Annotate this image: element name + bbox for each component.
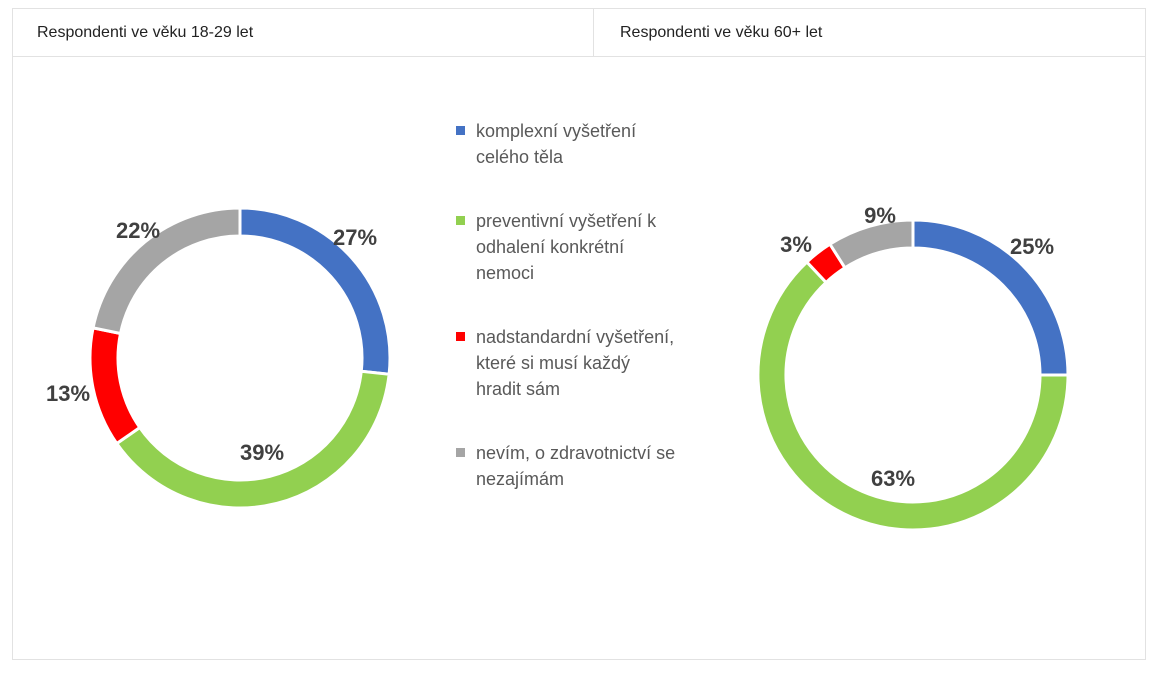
legend-swatch bbox=[456, 216, 465, 225]
legend-item: nevím, o zdravotnictví se nezajímám bbox=[456, 440, 676, 492]
data-label: 9% bbox=[864, 203, 896, 228]
data-label: 22% bbox=[116, 218, 160, 243]
donut-slice bbox=[88, 326, 142, 446]
legend-item: komplexní vyšetření celého těla bbox=[456, 118, 676, 170]
legend-swatch bbox=[456, 126, 465, 135]
donut-slice bbox=[827, 218, 915, 270]
legend-label: preventivní vyšetření k odhalení konkrét… bbox=[476, 211, 657, 283]
legend: komplexní vyšetření celého těla preventi… bbox=[456, 118, 676, 530]
data-label: 63% bbox=[871, 466, 915, 491]
legend-swatch bbox=[456, 448, 465, 457]
legend-label: nevím, o zdravotnictví se nezajímám bbox=[476, 443, 676, 489]
data-label: 3% bbox=[780, 232, 812, 257]
data-label: 25% bbox=[1010, 234, 1054, 259]
donut-slice bbox=[91, 206, 242, 336]
legend-item: nadstandardní vyšetření, které si musí k… bbox=[456, 324, 676, 402]
legend-swatch bbox=[456, 332, 465, 341]
chart-title-young: Respondenti ve věku 18-29 let bbox=[13, 9, 594, 57]
legend-item: preventivní vyšetření k odhalení konkrét… bbox=[456, 208, 676, 286]
chart-panel: Respondenti ve věku 18-29 let Respondent… bbox=[12, 8, 1146, 660]
data-label: 27% bbox=[333, 225, 377, 250]
chart-title-old: Respondenti ve věku 60+ let bbox=[594, 9, 1146, 57]
donut-slice bbox=[756, 259, 1070, 532]
legend-label: komplexní vyšetření celého těla bbox=[476, 121, 637, 167]
data-label: 39% bbox=[240, 440, 284, 465]
data-label: 13% bbox=[46, 381, 90, 406]
legend-label: nadstandardní vyšetření, které si musí k… bbox=[476, 327, 675, 399]
